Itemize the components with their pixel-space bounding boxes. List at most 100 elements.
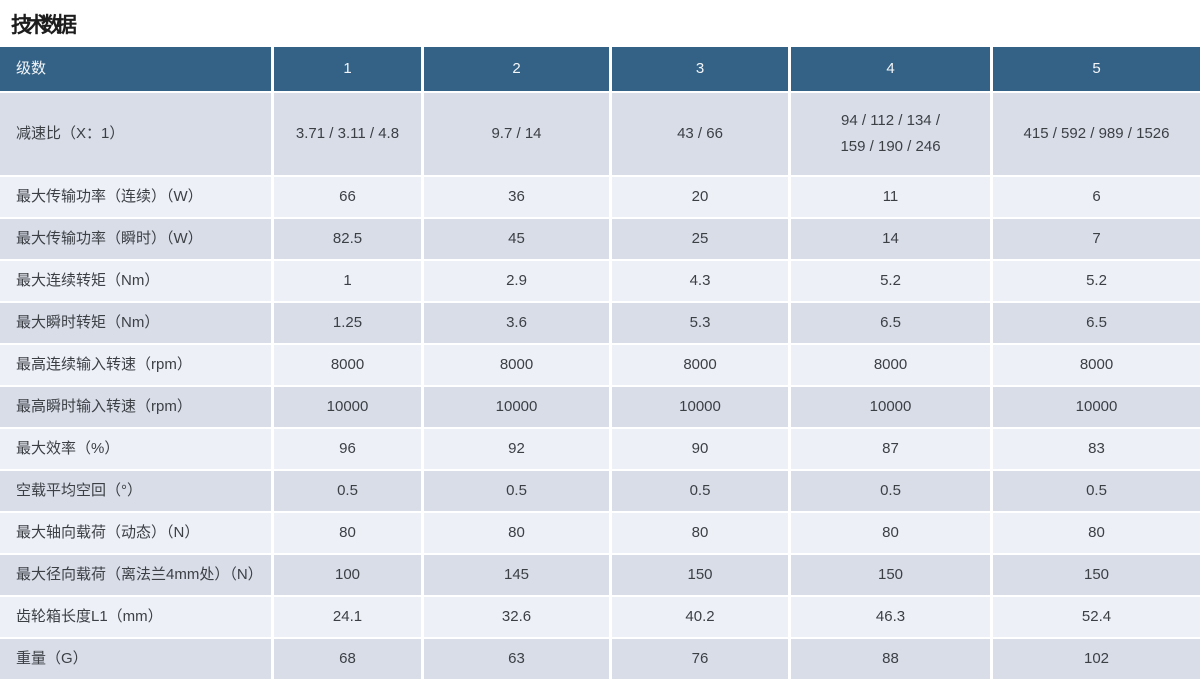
cell-value: 88 — [791, 639, 993, 680]
cell-value: 7 — [993, 219, 1200, 261]
cell-value: 96 — [274, 429, 424, 471]
cell-value: 8000 — [612, 345, 791, 387]
cell-value: 80 — [274, 513, 424, 555]
cell-value: 24.1 — [274, 597, 424, 639]
cell-value: 10000 — [612, 387, 791, 429]
cell-value: 5.2 — [993, 261, 1200, 303]
cell-value: 145 — [424, 555, 612, 597]
cell-value: 0.5 — [612, 471, 791, 513]
row-label: 最高连续输入转速（rpm） — [0, 345, 274, 387]
cell-value: 36 — [424, 177, 612, 219]
cell-value: 8000 — [791, 345, 993, 387]
column-header: 4 — [791, 47, 993, 93]
cell-value: 5.2 — [791, 261, 993, 303]
cell-value: 102 — [993, 639, 1200, 680]
cell-value: 11 — [791, 177, 993, 219]
cell-value: 45 — [424, 219, 612, 261]
cell-value: 9.7 / 14 — [424, 93, 612, 177]
column-header: 5 — [993, 47, 1200, 93]
cell-value: 10000 — [274, 387, 424, 429]
row-label: 重量（G） — [0, 639, 274, 680]
cell-value: 1 — [274, 261, 424, 303]
column-header: 1 — [274, 47, 424, 93]
cell-value: 32.6 — [424, 597, 612, 639]
cell-value: 6.5 — [993, 303, 1200, 345]
cell-value: 66 — [274, 177, 424, 219]
cell-value: 90 — [612, 429, 791, 471]
cell-value: 87 — [791, 429, 993, 471]
cell-value: 3.71 / 3.11 / 4.8 — [274, 93, 424, 177]
row-label: 齿轮箱长度L1（mm） — [0, 597, 274, 639]
cell-value: 10000 — [993, 387, 1200, 429]
cell-value: 150 — [791, 555, 993, 597]
row-label: 最大径向载荷（离法兰4mm处）（N） — [0, 555, 274, 597]
table-row: 最大轴向载荷（动态）（N） 80 80 80 80 80 — [0, 513, 1200, 555]
cell-value: 40.2 — [612, 597, 791, 639]
column-header: 3 — [612, 47, 791, 93]
cell-value: 1.25 — [274, 303, 424, 345]
cell-value: 10000 — [424, 387, 612, 429]
row-label: 最大效率（%） — [0, 429, 274, 471]
cell-value: 8000 — [993, 345, 1200, 387]
cell-value: 0.5 — [791, 471, 993, 513]
cell-value: 80 — [791, 513, 993, 555]
cell-value: 0.5 — [993, 471, 1200, 513]
row-label: 减速比（X：1） — [0, 93, 274, 177]
table-row: 最高瞬时输入转速（rpm） 10000 10000 10000 10000 10000 — [0, 387, 1200, 429]
cell-value: 63 — [424, 639, 612, 680]
cell-value: 0.5 — [274, 471, 424, 513]
row-label: 最高瞬时输入转速（rpm） — [0, 387, 274, 429]
table-row: 最大传输功率（连续）（W） 66 36 20 11 6 — [0, 177, 1200, 219]
table-row: 最大传输功率（瞬时）（W） 82.5 45 25 14 7 — [0, 219, 1200, 261]
cell-value: 2.9 — [424, 261, 612, 303]
table-row: 空载平均空回（°） 0.5 0.5 0.5 0.5 0.5 — [0, 471, 1200, 513]
cell-value: 80 — [993, 513, 1200, 555]
cell-value: 46.3 — [791, 597, 993, 639]
cell-value: 83 — [993, 429, 1200, 471]
cell-value: 10000 — [791, 387, 993, 429]
cell-value: 43 / 66 — [612, 93, 791, 177]
cell-value: 14 — [791, 219, 993, 261]
cell-value: 25 — [612, 219, 791, 261]
cell-value: 4.3 — [612, 261, 791, 303]
cell-value: 20 — [612, 177, 791, 219]
table-row: 最大连续转矩（Nm） 1 2.9 4.3 5.2 5.2 — [0, 261, 1200, 303]
cell-value: 80 — [424, 513, 612, 555]
row-label: 最大轴向载荷（动态）（N） — [0, 513, 274, 555]
row-label: 空载平均空回（°） — [0, 471, 274, 513]
cell-value: 0.5 — [424, 471, 612, 513]
cell-value: 82.5 — [274, 219, 424, 261]
row-label: 最大传输功率（瞬时）（W） — [0, 219, 274, 261]
page-title: 技术数据 — [11, 13, 77, 37]
table-row: 减速比（X：1） 3.71 / 3.11 / 4.8 9.7 / 14 43 / 66… — [0, 93, 1200, 177]
table-row: 最大效率（%） 96 92 90 87 83 — [0, 429, 1200, 471]
table-row: 最高连续输入转速（rpm） 8000 8000 8000 8000 8000 — [0, 345, 1200, 387]
cell-value: 6.5 — [791, 303, 993, 345]
cell-value: 94 / 112 / 134 / 159 / 190 / 246 — [791, 93, 993, 177]
cell-value: 52.4 — [993, 597, 1200, 639]
cell-value: 8000 — [424, 345, 612, 387]
cell-value: 150 — [612, 555, 791, 597]
table-row: 最大瞬时转矩（Nm） 1.25 3.6 5.3 6.5 6.5 — [0, 303, 1200, 345]
cell-value: 68 — [274, 639, 424, 680]
cell-value: 5.3 — [612, 303, 791, 345]
cell-value: 92 — [424, 429, 612, 471]
table-row: 重量（G） 68 63 76 88 102 — [0, 639, 1200, 680]
cell-value: 150 — [993, 555, 1200, 597]
row-label: 最大连续转矩（Nm） — [0, 261, 274, 303]
table-row: 齿轮箱长度L1（mm） 24.1 32.6 40.2 46.3 52.4 — [0, 597, 1200, 639]
cell-value: 3.6 — [424, 303, 612, 345]
column-header: 2 — [424, 47, 612, 93]
row-label: 最大瞬时转矩（Nm） — [0, 303, 274, 345]
cell-value: 8000 — [274, 345, 424, 387]
table-row: 最大径向载荷（离法兰4mm处）（N） 100 145 150 150 150 — [0, 555, 1200, 597]
header-row-label: 级数 — [0, 47, 274, 93]
row-label: 最大传输功率（连续）（W） — [0, 177, 274, 219]
cell-value: 415 / 592 / 989 / 1526 — [993, 93, 1200, 177]
cell-value: 76 — [612, 639, 791, 680]
cell-value: 80 — [612, 513, 791, 555]
cell-value: 6 — [993, 177, 1200, 219]
cell-value: 100 — [274, 555, 424, 597]
